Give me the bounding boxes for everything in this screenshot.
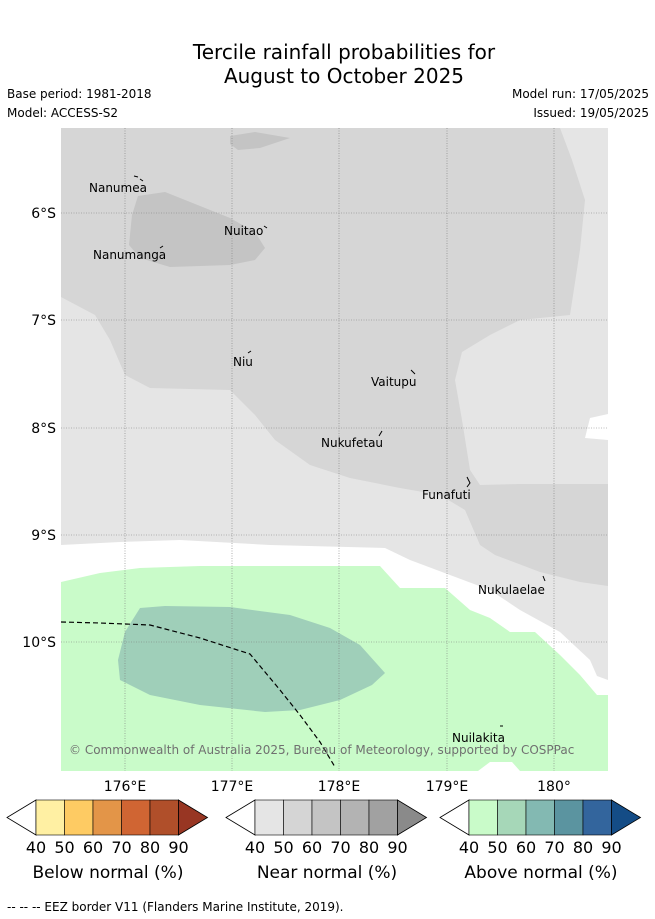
below-colorbar-tick: 50 [54, 838, 74, 857]
above-colorbar-segment [554, 799, 584, 836]
white-patch-right [585, 414, 608, 440]
near-normal-60-70-region [129, 192, 265, 267]
near-colorbar-segment [254, 799, 284, 836]
above-normal-50-60-region [118, 606, 385, 712]
colorbar-above-normal: 40 50 60 70 80 90 [439, 799, 642, 857]
near-colorbar-overflow [397, 799, 428, 836]
place-nukufetau: Nukufetau [321, 436, 383, 450]
lon-label-178e: 178°E [318, 779, 361, 795]
above-colorbar-tick: 80 [573, 838, 593, 857]
above-colorbar-underflow [439, 799, 470, 836]
near-colorbar-underflow [225, 799, 256, 836]
below-colorbar-segment [149, 799, 179, 836]
place-nanumanga: Nanumanga [93, 248, 166, 262]
near-colorbar-segment [283, 799, 313, 836]
below-colorbar-segment [64, 799, 94, 836]
above-colorbar-segment [497, 799, 527, 836]
near-colorbar-tick: 60 [302, 838, 322, 857]
model-run: Model run: 17/05/2025 [511, 87, 649, 101]
below-colorbar-segment [92, 799, 122, 836]
map-panel: Nanumea Nuitao Nanumanga Niu Vaitupu Nuk… [61, 128, 608, 771]
copyright-text: © Commonwealth of Australia 2025, Bureau… [69, 743, 574, 757]
lon-label-179e: 179°E [426, 779, 469, 795]
above-colorbar-segment [468, 799, 498, 836]
footer-eez-note: -- -- -- EEZ border V11 (Flanders Marine… [7, 900, 344, 914]
longitude-labels: 176°E 177°E 178°E 179°E 180° [104, 779, 571, 795]
near-colorbar-tick: 80 [359, 838, 379, 857]
place-funafuti: Funafuti [422, 488, 471, 502]
base-period: Base period: 1981-2018 [7, 87, 152, 101]
near-normal-60-70-patch [230, 132, 290, 150]
place-nuitao: Nuitao [224, 224, 263, 238]
above-colorbar-tick: 40 [459, 838, 479, 857]
island-outlines [133, 175, 546, 727]
below-colorbar-tick: 60 [83, 838, 103, 857]
below-colorbar-segment [121, 799, 151, 836]
place-niu: Niu [233, 355, 253, 369]
above-colorbar-overflow [611, 799, 642, 836]
near-colorbar-tick: 70 [330, 838, 350, 857]
below-colorbar-tick: 90 [168, 838, 188, 857]
below-colorbar-tick: 80 [140, 838, 160, 857]
near-colorbar-tick: 50 [273, 838, 293, 857]
above-colorbar-tick: 90 [601, 838, 621, 857]
lat-label-7s: 7°S [31, 313, 56, 329]
colorbar-above-label: Above normal (%) [464, 863, 618, 883]
lat-label-9s: 9°S [31, 528, 56, 544]
below-colorbar-overflow [178, 799, 209, 836]
title-line-2: August to October 2025 [223, 64, 465, 88]
lat-label-10s: 10°S [22, 635, 56, 651]
near-colorbar-segment [340, 799, 370, 836]
place-nuilakita: Nuilakita [452, 731, 505, 745]
below-colorbar-segment [35, 799, 65, 836]
above-colorbar-tick: 70 [544, 838, 564, 857]
lat-label-8s: 8°S [31, 421, 56, 437]
colorbar-near-normal: 40 50 60 70 80 90 [225, 799, 428, 857]
graticule [61, 128, 608, 771]
near-colorbar-segment [311, 799, 341, 836]
above-colorbar-tick: 60 [516, 838, 536, 857]
below-colorbar-underflow [6, 799, 37, 836]
issued-date: Issued: 19/05/2025 [533, 106, 649, 120]
near-colorbar-segment [368, 799, 398, 836]
place-vaitupu: Vaitupu [371, 375, 417, 389]
lon-label-177e: 177°E [211, 779, 254, 795]
place-nanumea: Nanumea [89, 181, 147, 195]
near-colorbar-tick: 40 [245, 838, 265, 857]
title-line-1: Tercile rainfall probabilities for [192, 40, 496, 64]
below-colorbar-tick: 70 [111, 838, 131, 857]
model-name: Model: ACCESS-S2 [7, 106, 119, 120]
place-nukulaelae: Nukulaelae [478, 583, 545, 597]
lon-label-180: 180° [537, 779, 571, 795]
colorbar-below-label: Below normal (%) [32, 863, 184, 883]
eez-border-line [61, 621, 336, 768]
colorbar-below-normal: 40 50 60 70 80 90 [6, 799, 209, 857]
above-colorbar-segment [582, 799, 612, 836]
map-title: Tercile rainfall probabilities for Augus… [0, 40, 655, 88]
colorbar-near-label: Near normal (%) [256, 863, 398, 883]
place-labels: Nanumea Nuitao Nanumanga Niu Vaitupu Nuk… [89, 181, 545, 745]
above-colorbar-tick: 50 [487, 838, 507, 857]
near-colorbar-tick: 90 [387, 838, 407, 857]
below-colorbar-tick: 40 [26, 838, 46, 857]
above-colorbar-segment [525, 799, 555, 836]
lon-label-176e: 176°E [104, 779, 147, 795]
lat-label-6s: 6°S [31, 206, 56, 222]
latitude-labels: 6°S 7°S 8°S 9°S 10°S [22, 206, 56, 651]
